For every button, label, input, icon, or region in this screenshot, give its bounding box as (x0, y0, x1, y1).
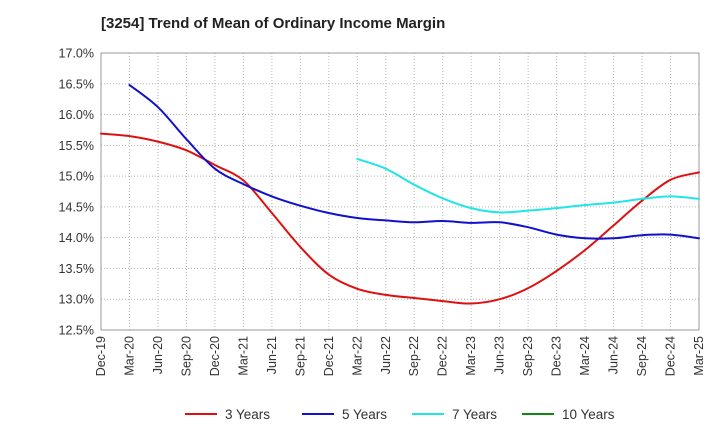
x-tick-label: Mar-22 (350, 336, 364, 376)
legend-label: 10 Years (562, 407, 615, 422)
x-tick-label: Jun-20 (151, 336, 165, 374)
y-tick-label: 13.0% (59, 293, 94, 307)
x-tick-label: Dec-24 (664, 336, 678, 376)
x-tick-label: Mar-23 (464, 336, 478, 376)
x-tick-label: Sep-21 (293, 336, 307, 376)
y-tick-label: 14.5% (59, 200, 94, 214)
x-tick-label: Dec-22 (436, 336, 450, 376)
x-tick-label: Mar-20 (122, 336, 136, 376)
y-tick-label: 15.0% (59, 170, 94, 184)
x-tick-label: Mar-25 (692, 336, 706, 376)
x-tick-label: Jun-21 (265, 336, 279, 374)
x-tick-label: Dec-23 (550, 336, 564, 376)
x-tick-label: Mar-24 (578, 336, 592, 376)
y-tick-label: 15.5% (59, 139, 94, 153)
x-tick-label: Dec-20 (208, 336, 222, 376)
x-tick-label: Sep-23 (521, 336, 535, 376)
series-line-2 (128, 84, 700, 240)
series-line-3 (356, 157, 700, 214)
chart-title: [3254] Trend of Mean of Ordinary Income … (101, 15, 446, 32)
x-tick-label: Mar-21 (236, 336, 250, 376)
y-tick-label: 17.0% (59, 47, 94, 61)
x-tick-label: Dec-19 (94, 336, 108, 376)
legend-label: 5 Years (342, 407, 387, 422)
x-tick-label: Jun-23 (493, 336, 507, 374)
y-tick-label: 16.5% (59, 77, 94, 91)
y-tick-label: 12.5% (59, 324, 94, 338)
x-tick-label: Sep-20 (179, 336, 193, 376)
legend-label: 7 Years (452, 407, 497, 422)
y-tick-label: 13.5% (59, 262, 94, 276)
x-tick-label: Sep-22 (407, 336, 421, 376)
series-line-1 (100, 132, 700, 305)
y-tick-label: 16.0% (59, 108, 94, 122)
x-tick-label: Jun-24 (607, 336, 621, 374)
y-tick-label: 14.0% (59, 231, 94, 245)
x-tick-label: Jun-22 (379, 336, 393, 374)
plot-area-border (100, 52, 700, 331)
x-tick-label: Sep-24 (635, 336, 649, 376)
x-tick-label: Dec-21 (322, 336, 336, 376)
legend-label: 3 Years (225, 407, 270, 422)
